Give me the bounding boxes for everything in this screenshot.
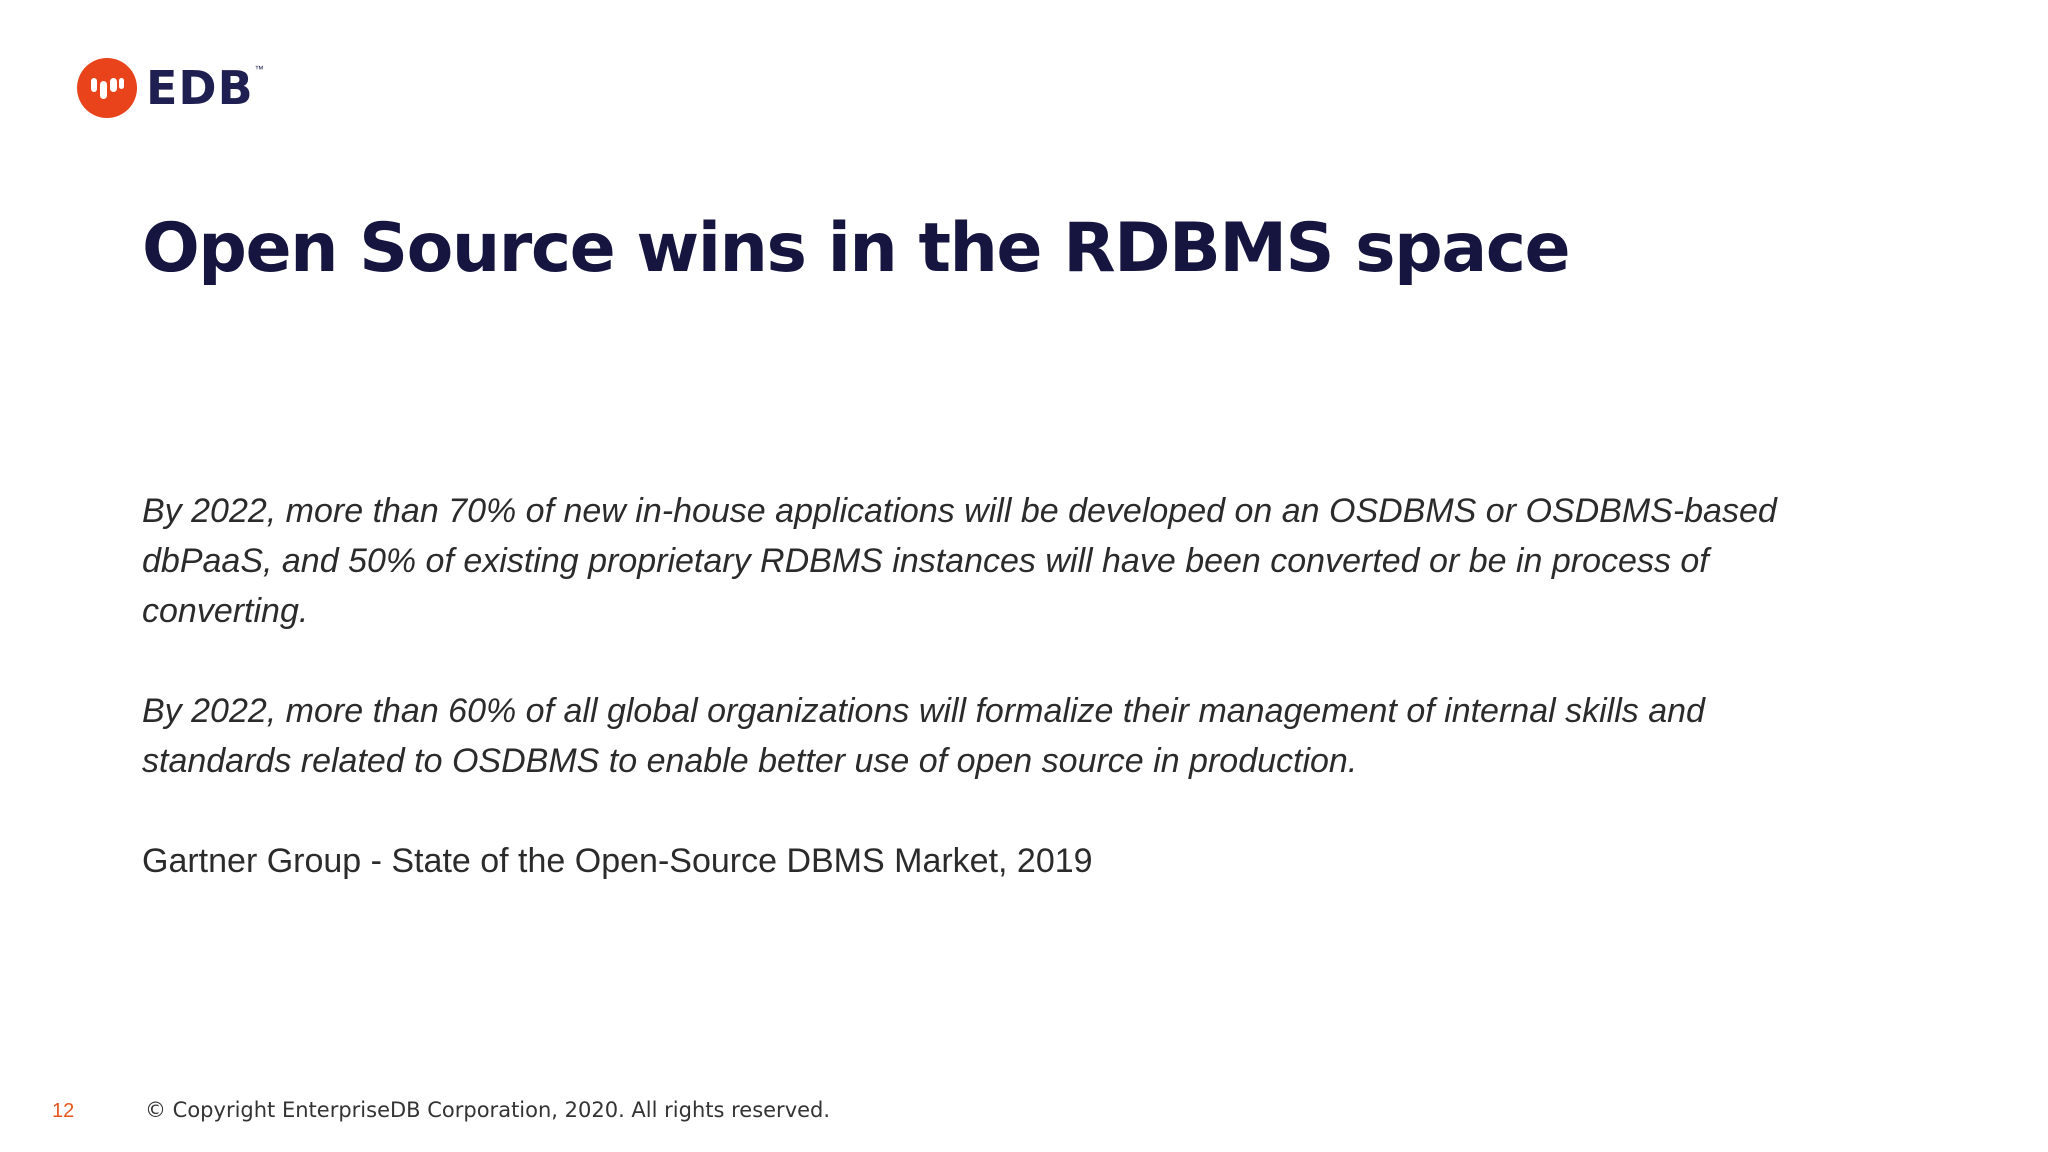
logo-wordmark: EDB — [146, 61, 254, 115]
quote-paragraph: By 2022, more than 60% of all global org… — [142, 692, 1705, 780]
quote-source: Gartner Group - State of the Open-Source… — [142, 842, 1093, 880]
edb-logo: EDB ™ — [76, 56, 264, 120]
copyright-notice: © Copyright EnterpriseDB Corporation, 20… — [145, 1098, 831, 1122]
slide-title: Open Source wins in the RDBMS space — [142, 209, 1571, 288]
page-number: 12 — [52, 1100, 75, 1122]
edb-elephant-icon — [77, 58, 137, 118]
quote-paragraph: By 2022, more than 70% of new in-house a… — [142, 492, 1777, 630]
slide-body: By 2022, more than 70% of new in-house a… — [142, 486, 1782, 886]
logo-trademark: ™ — [254, 64, 264, 74]
